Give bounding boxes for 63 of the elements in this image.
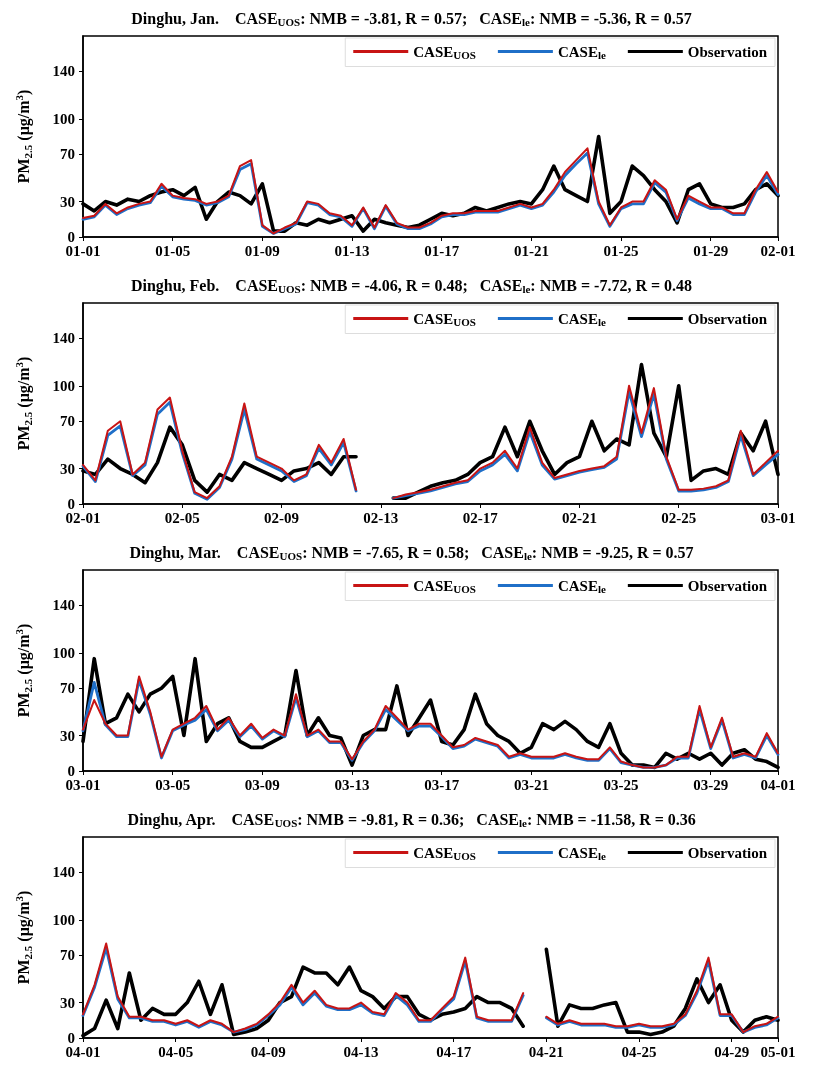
- y-tick-label: 140: [52, 330, 75, 347]
- x-tick-label: 03-25: [603, 776, 639, 793]
- x-tick-label: 04-01: [760, 776, 796, 793]
- y-tick-label: 30: [60, 460, 75, 477]
- x-tick-label: 04-05: [158, 1043, 194, 1060]
- x-tick-label: 01-29: [693, 242, 729, 259]
- legend-label: Observation: [687, 310, 768, 327]
- x-tick-label: 01-13: [334, 242, 370, 259]
- x-tick-label: 01-17: [424, 242, 460, 259]
- x-tick-label: 02-17: [462, 509, 499, 526]
- y-axis-title: PM2.5 (μg/m3): [12, 356, 34, 451]
- legend-label: Observation: [687, 577, 768, 594]
- y-axis-title: PM2.5 (μg/m3): [12, 623, 34, 718]
- x-tick-label: 04-01: [65, 1043, 101, 1060]
- x-tick-label: 03-21: [513, 776, 549, 793]
- x-tick-label: 04-29: [714, 1043, 750, 1060]
- y-tick-label: 0: [67, 1030, 75, 1046]
- legend-label: Observation: [687, 844, 768, 861]
- y-axis-title: PM2.5 (μg/m3): [12, 89, 34, 184]
- x-tick-label: 02-13: [363, 509, 399, 526]
- x-tick-label: 01-05: [155, 242, 191, 259]
- x-tick-label: 03-09: [244, 776, 280, 793]
- x-tick-label: 02-01: [65, 509, 101, 526]
- y-tick-label: 30: [60, 193, 75, 210]
- y-tick-label: 140: [52, 63, 75, 80]
- x-tick-label: 02-25: [661, 509, 697, 526]
- x-tick-label: 03-05: [155, 776, 191, 793]
- x-tick-label: 02-21: [561, 509, 597, 526]
- x-tick-label: 04-21: [528, 1043, 564, 1060]
- x-tick-label: 02-05: [164, 509, 200, 526]
- x-tick-label: 03-01: [760, 509, 796, 526]
- y-tick-label: 0: [67, 229, 75, 245]
- x-tick-label: 02-09: [264, 509, 300, 526]
- x-tick-label: 03-17: [424, 776, 460, 793]
- x-tick-label: 04-17: [436, 1043, 472, 1060]
- y-tick-label: 70: [60, 413, 75, 430]
- x-tick-label: 01-25: [603, 242, 639, 259]
- x-tick-label: 04-13: [343, 1043, 379, 1060]
- x-tick-label: 04-25: [621, 1043, 657, 1060]
- y-tick-label: 100: [52, 644, 75, 661]
- y-tick-label: 140: [52, 597, 75, 614]
- y-tick-label: 30: [60, 994, 75, 1011]
- y-tick-label: 70: [60, 146, 75, 163]
- x-tick-label: 01-01: [65, 242, 101, 259]
- x-tick-label: 03-13: [334, 776, 370, 793]
- y-tick-label: 100: [52, 110, 75, 127]
- x-tick-label: 04-09: [250, 1043, 286, 1060]
- legend-label: Observation: [687, 43, 768, 60]
- y-tick-label: 70: [60, 947, 75, 964]
- y-tick-label: 0: [67, 496, 75, 512]
- x-tick-label: 01-09: [244, 242, 280, 259]
- y-axis-title: PM2.5 (μg/m3): [12, 890, 34, 985]
- y-tick-label: 0: [67, 763, 75, 779]
- y-tick-label: 100: [52, 377, 75, 394]
- x-tick-label: 01-21: [513, 242, 549, 259]
- x-tick-label: 02-01: [760, 242, 796, 259]
- y-tick-label: 30: [60, 727, 75, 744]
- x-tick-label: 03-29: [693, 776, 729, 793]
- y-tick-label: 100: [52, 911, 75, 928]
- y-tick-label: 140: [52, 864, 75, 881]
- x-tick-label: 03-01: [65, 776, 101, 793]
- y-tick-label: 70: [60, 680, 75, 697]
- x-tick-label: 05-01: [760, 1043, 796, 1060]
